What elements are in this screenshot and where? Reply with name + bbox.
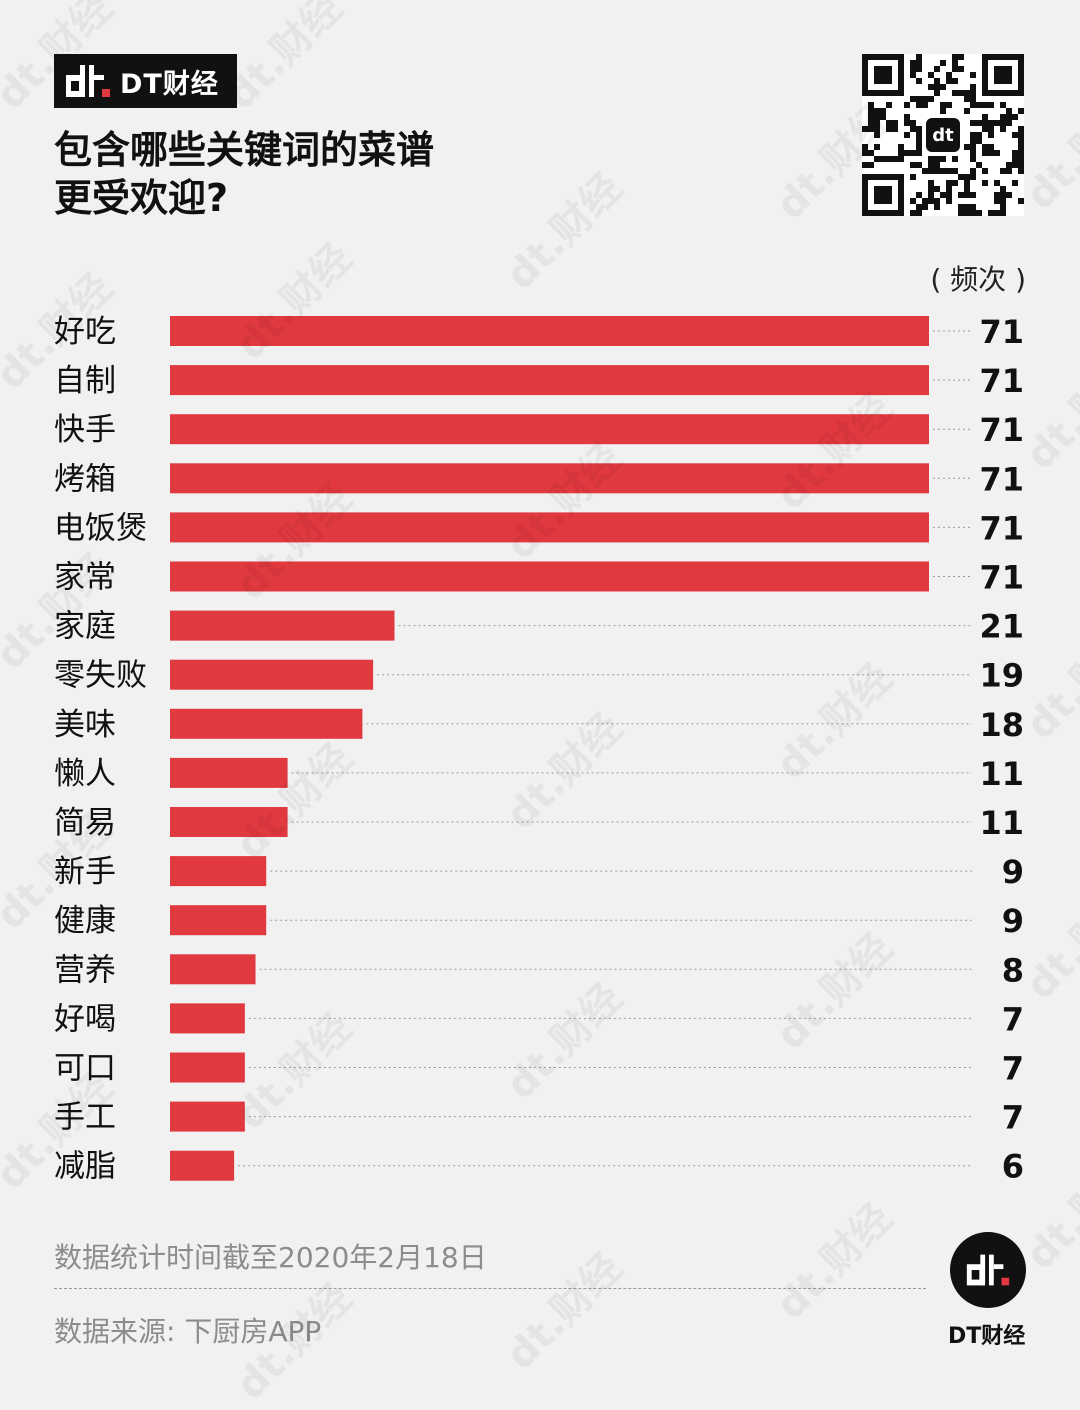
- qr-code: dt: [862, 54, 1024, 216]
- title-line-1: 包含哪些关键词的菜谱: [54, 128, 435, 172]
- svg-text:dt: dt: [932, 125, 954, 146]
- value-label: 71: [979, 411, 1024, 449]
- bar-零失败: [170, 659, 374, 690]
- value-label: 19: [979, 657, 1024, 695]
- category-label: 零失败: [54, 658, 147, 694]
- value-label: 21: [979, 608, 1024, 646]
- footer-divider: [54, 1288, 926, 1289]
- category-label: 懒人: [54, 756, 116, 792]
- value-label: 71: [979, 362, 1024, 400]
- bar-家庭: [170, 610, 395, 641]
- category-label: 家常: [54, 560, 116, 596]
- title-line-2: 更受欢迎?: [54, 176, 229, 220]
- bar-营养: [170, 954, 256, 985]
- bar-健康: [170, 905, 267, 936]
- category-label: 电饭煲: [54, 510, 147, 546]
- bar-新手: [170, 856, 267, 887]
- bar-电饭煲: [170, 512, 929, 543]
- value-label: 71: [979, 559, 1024, 597]
- dt-circle-logo: [950, 1232, 1026, 1308]
- value-label: 6: [1002, 1148, 1024, 1186]
- chart-title: 包含哪些关键词的菜谱 更受欢迎?: [54, 126, 434, 222]
- bar-减脂: [170, 1150, 235, 1181]
- brand-name: DT财经: [120, 68, 219, 100]
- bar-快手: [170, 414, 929, 445]
- value-label: 18: [979, 706, 1024, 744]
- watermark: dt.财经: [497, 1245, 632, 1379]
- category-label: 健康: [54, 903, 116, 939]
- dt-logo-icon: [66, 65, 110, 97]
- bar-家常: [170, 561, 929, 592]
- bar-好吃: [170, 316, 929, 346]
- dt-logo-icon: [966, 1254, 1010, 1286]
- category-label: 简易: [54, 805, 116, 841]
- watermark: dt.财经: [497, 165, 632, 299]
- value-label: 7: [1002, 1000, 1024, 1038]
- category-label: 新手: [54, 854, 116, 890]
- bar-烤箱: [170, 463, 929, 494]
- category-label: 烤箱: [54, 461, 116, 497]
- bar-懒人: [170, 757, 288, 788]
- category-label: 可口: [54, 1051, 116, 1087]
- value-label: 7: [1002, 1099, 1024, 1137]
- value-label: 71: [979, 460, 1024, 498]
- bar-可口: [170, 1052, 245, 1083]
- value-label: 11: [979, 755, 1024, 793]
- category-label: 好吃: [54, 314, 116, 350]
- bar-chart: 好吃 71 自制 71 快手 71 烤箱 71 电饭煲 71 家常 71 家庭 21 零失败 19 美味 18 懒人…: [54, 313, 1024, 1186]
- brand-badge: DT财经: [54, 54, 237, 108]
- category-label: 美味: [54, 707, 116, 743]
- category-label: 家庭: [54, 609, 116, 645]
- bar-手工: [170, 1101, 245, 1132]
- date-note: 数据统计时间截至2020年2月18日: [54, 1241, 487, 1274]
- value-label: 71: [979, 313, 1024, 351]
- bar-好喝: [170, 1003, 245, 1034]
- category-label: 自制: [54, 363, 116, 399]
- unit-label: ( 频次 ): [930, 263, 1026, 296]
- value-label: 71: [979, 509, 1024, 547]
- logo-caption: DT财经: [948, 1324, 1026, 1349]
- value-label: 11: [979, 804, 1024, 842]
- category-label: 快手: [54, 412, 116, 448]
- source-note: 数据来源: 下厨房APP: [54, 1315, 322, 1348]
- value-label: 9: [1002, 902, 1024, 940]
- value-label: 7: [1002, 1050, 1024, 1088]
- category-label: 好喝: [54, 1001, 116, 1037]
- value-label: 8: [1002, 951, 1024, 989]
- bar-简易: [170, 807, 288, 837]
- category-label: 营养: [54, 952, 116, 988]
- bar-自制: [170, 365, 929, 396]
- bar-美味: [170, 708, 363, 739]
- category-label: 手工: [54, 1100, 116, 1136]
- category-label: 减脂: [54, 1149, 116, 1185]
- value-label: 9: [1002, 853, 1024, 891]
